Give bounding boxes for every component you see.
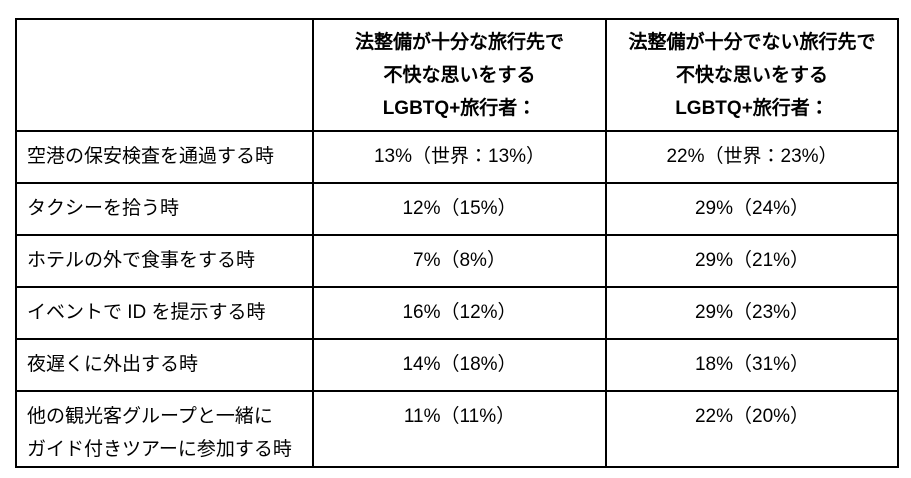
row-label: 夜遅くに外出する時 <box>15 338 314 392</box>
value-poorly-legislated: 18%（31%） <box>605 338 899 392</box>
table-row-guided-tour: 他の観光客グループと一緒に ガイド付きツアーに参加する時 11%（11%） 22… <box>15 390 899 468</box>
row-label: 他の観光客グループと一緒に ガイド付きツアーに参加する時 <box>15 390 314 468</box>
value-well-legislated: 13%（世界：13%） <box>312 130 607 184</box>
table-row-dining-outside-hotel: ホテルの外で食事をする時 7%（8%） 29%（21%） <box>15 234 899 288</box>
table-row-airport-security: 空港の保安検査を通過する時 13%（世界：13%） 22%（世界：23%） <box>15 130 899 184</box>
value-well-legislated: 16%（12%） <box>312 286 607 340</box>
header-row: 法整備が十分な旅行先で 不快な思いをする LGBTQ+旅行者： 法整備が十分でな… <box>15 18 899 132</box>
row-label: 空港の保安検査を通過する時 <box>15 130 314 184</box>
corner-cell <box>15 18 314 132</box>
value-poorly-legislated: 29%（21%） <box>605 234 899 288</box>
value-poorly-legislated: 22%（20%） <box>605 390 899 468</box>
row-label: タクシーを拾う時 <box>15 182 314 236</box>
row-label: ホテルの外で食事をする時 <box>15 234 314 288</box>
table-row-hailing-taxi: タクシーを拾う時 12%（15%） 29%（24%） <box>15 182 899 236</box>
lgbtq-travel-discomfort-table: 法整備が十分な旅行先で 不快な思いをする LGBTQ+旅行者： 法整備が十分でな… <box>15 18 899 468</box>
value-poorly-legislated: 29%（23%） <box>605 286 899 340</box>
table-row-going-out-late: 夜遅くに外出する時 14%（18%） 18%（31%） <box>15 338 899 392</box>
value-poorly-legislated: 29%（24%） <box>605 182 899 236</box>
value-well-legislated: 14%（18%） <box>312 338 607 392</box>
value-well-legislated: 12%（15%） <box>312 182 607 236</box>
value-poorly-legislated: 22%（世界：23%） <box>605 130 899 184</box>
value-well-legislated: 11%（11%） <box>312 390 607 468</box>
value-well-legislated: 7%（8%） <box>312 234 607 288</box>
column-header-poorly-legislated: 法整備が十分でない旅行先で 不快な思いをする LGBTQ+旅行者： <box>605 18 899 132</box>
row-label: イベントで ID を提示する時 <box>15 286 314 340</box>
table-row-showing-id-at-events: イベントで ID を提示する時 16%（12%） 29%（23%） <box>15 286 899 340</box>
column-header-well-legislated: 法整備が十分な旅行先で 不快な思いをする LGBTQ+旅行者： <box>312 18 607 132</box>
